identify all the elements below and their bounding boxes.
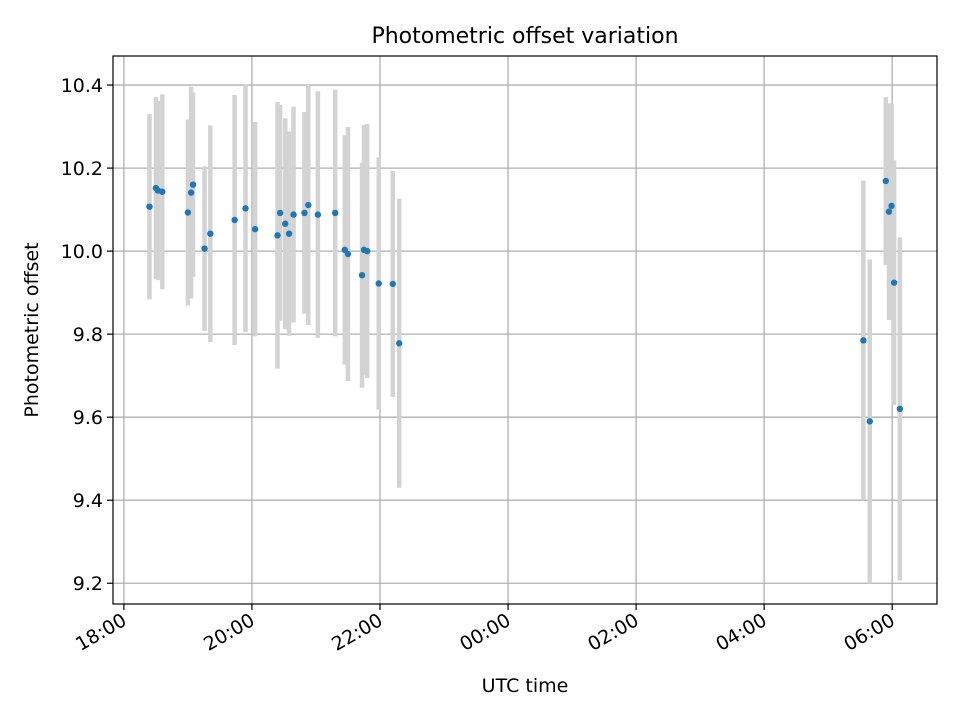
data-point [274,232,281,239]
data-point [344,250,352,258]
y-tick-label: 10.4 [61,75,103,97]
grid-lines [113,56,937,604]
chart-title: Photometric offset variation [371,24,678,49]
y-axis-ticks: 9.2 9.4 9.6 9.8 10.0 10.2 10.4 [61,75,113,595]
data-point [159,188,166,195]
data-point [885,208,893,215]
plot-frame [112,55,938,605]
data-point [290,211,297,218]
data-point [282,220,289,227]
data-point [189,181,197,188]
data-point [305,201,312,209]
data-point [276,209,284,217]
data-point [314,211,322,218]
data-point [231,216,238,224]
data-point [389,280,396,288]
data-point [888,202,895,210]
data-point [358,272,366,279]
y-axis-label: Photometric offset [21,242,43,417]
data-point [201,245,208,252]
data-point [395,340,403,347]
data-point [207,230,214,237]
y-tick-label: 10.2 [61,158,103,180]
y-tick-label: 9.8 [73,324,103,346]
y-tick-label: 10.0 [61,241,103,263]
data-point [146,203,153,210]
x-axis-label: UTC time [482,675,569,697]
data-point [896,405,904,413]
y-tick-label: 9.2 [73,573,103,595]
data-point [890,279,898,286]
data-point [285,230,293,237]
data-points [146,177,904,425]
data-point [882,177,889,185]
data-point [242,205,249,212]
data-point [251,225,259,233]
data-point [184,209,192,216]
data-point [331,209,339,217]
data-point [187,189,195,196]
data-point [375,280,382,287]
y-tick-label: 9.4 [73,490,103,512]
data-point [301,209,308,217]
y-tick-label: 9.6 [73,407,103,429]
data-point [363,247,371,255]
data-point [860,337,867,344]
data-point [866,418,873,425]
